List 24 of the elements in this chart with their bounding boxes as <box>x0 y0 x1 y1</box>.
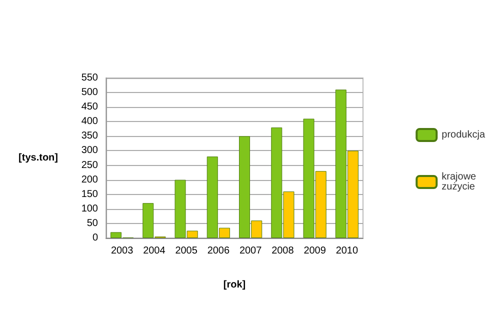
y-axis-title: [tys.ton] <box>18 152 58 164</box>
x-axis-title: [rok] <box>223 280 246 290</box>
legend-label: produkcja <box>442 130 486 140</box>
x-tick-label: 2008 <box>272 246 294 256</box>
y-tick-label: 200 <box>81 174 98 186</box>
y-tick-label: 500 <box>81 87 98 98</box>
x-tick-label: 2009 <box>304 246 326 256</box>
legend-label: krajowe zużycie <box>442 172 479 192</box>
x-tick-label: 2006 <box>207 246 230 256</box>
x-tick-label: 2007 <box>239 246 262 256</box>
y-tick-label: 550 <box>81 72 98 84</box>
y-tick-label: 400 <box>81 116 98 128</box>
x-tick-label: 2004 <box>143 246 166 256</box>
x-tick-label: 2005 <box>175 246 198 256</box>
y-tick-label: 350 <box>81 130 98 142</box>
y-tick-label: 100 <box>81 203 98 214</box>
y-tick-label: 450 <box>81 102 98 113</box>
y-tick-label: 250 <box>81 160 98 171</box>
x-tick-label: 2010 <box>336 246 358 256</box>
y-tick-label: 300 <box>81 145 98 156</box>
y-tick-label: 150 <box>81 188 98 200</box>
y-tick-label: 0 <box>92 232 98 244</box>
x-tick-label: 2003 <box>110 246 134 256</box>
y-tick-label: 50 <box>86 218 98 229</box>
